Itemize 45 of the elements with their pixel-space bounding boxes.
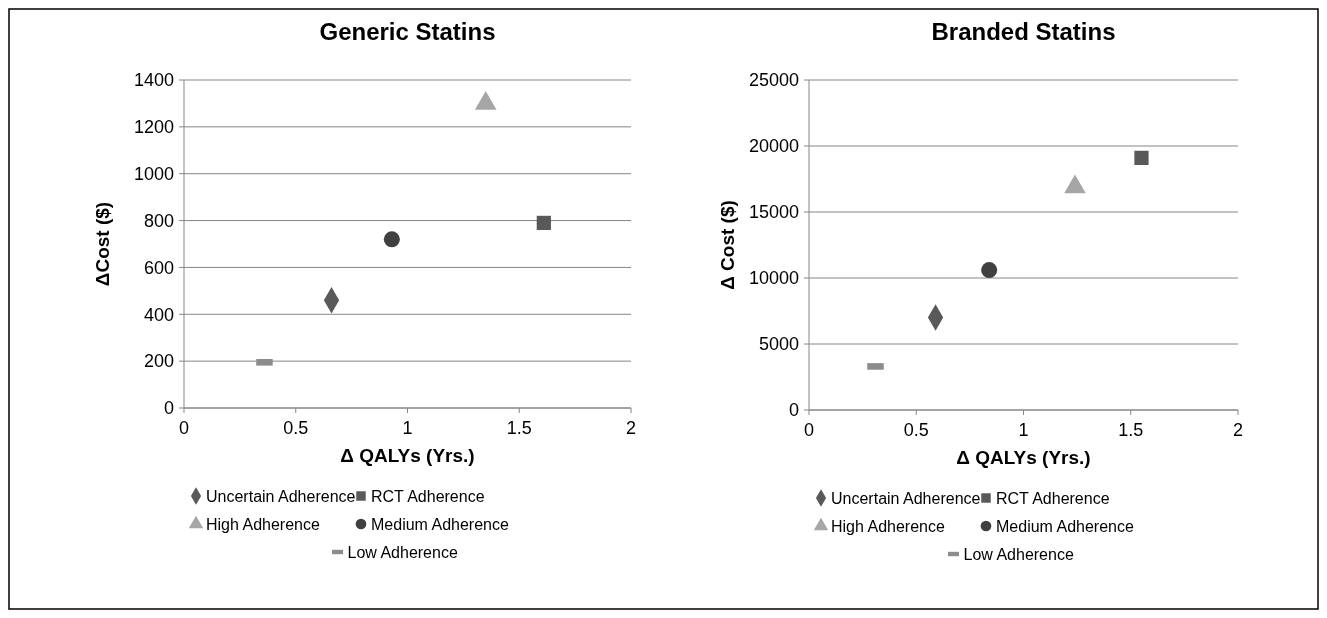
y-tick-label: 5000 <box>758 334 799 355</box>
y-tick-label: 0 <box>163 398 174 419</box>
x-tick-label: 0 <box>178 418 190 438</box>
point <box>981 262 998 279</box>
x-axis-title: Δ QALYs (Yrs.) <box>340 445 475 466</box>
x-tick-label: 1 <box>1018 420 1029 440</box>
legend-label: RCT Adherence <box>371 487 485 505</box>
y-axis-title: Δ Cost ($) <box>717 200 738 290</box>
y-tick-label: 25000 <box>748 70 799 91</box>
legend-label: Uncertain Adherence <box>206 487 356 505</box>
point <box>474 90 497 110</box>
legend-label: RCT Adherence <box>996 489 1110 507</box>
chart-title: Branded Statins <box>931 18 1116 45</box>
x-axis-title: Δ QALYs (Yrs.) <box>956 447 1091 468</box>
y-tick-label: 1400 <box>133 70 174 91</box>
legend-label: Medium Adherence <box>371 515 509 533</box>
y-axis-title: ΔCost ($) <box>92 201 113 287</box>
legend-label: Uncertain Adherence <box>831 489 981 507</box>
x-tick-label: 1 <box>402 418 413 438</box>
x-tick-label: 2 <box>625 418 637 438</box>
legend-label: Medium Adherence <box>996 517 1134 535</box>
chart-title: Generic Statins <box>319 18 496 45</box>
x-tick-label: 0.5 <box>283 418 309 438</box>
x-tick-label: 1.5 <box>506 418 532 438</box>
x-tick-label: 0.5 <box>903 420 929 440</box>
x-tick-label: 2 <box>1232 420 1244 440</box>
y-tick-label: 10000 <box>748 268 799 289</box>
legend-label: High Adherence <box>831 517 945 535</box>
y-tick-label: 20000 <box>748 136 799 157</box>
y-tick-label: 200 <box>143 351 174 372</box>
point <box>383 231 400 248</box>
legend-label: Low Adherence <box>963 545 1074 563</box>
point <box>536 215 551 231</box>
y-tick-label: 1000 <box>133 164 174 185</box>
y-tick-label: 400 <box>143 304 174 325</box>
y-tick-label: 15000 <box>748 202 799 223</box>
y-tick-label: 600 <box>143 257 174 278</box>
point <box>1134 150 1149 165</box>
y-tick-label: 800 <box>143 210 174 231</box>
legend-label: High Adherence <box>206 515 320 533</box>
x-tick-label: 1.5 <box>1118 420 1144 440</box>
x-tick-label: 0 <box>803 420 815 440</box>
y-tick-label: 1200 <box>133 117 174 138</box>
legend-label: Low Adherence <box>347 543 458 561</box>
y-tick-label: 0 <box>788 400 799 421</box>
